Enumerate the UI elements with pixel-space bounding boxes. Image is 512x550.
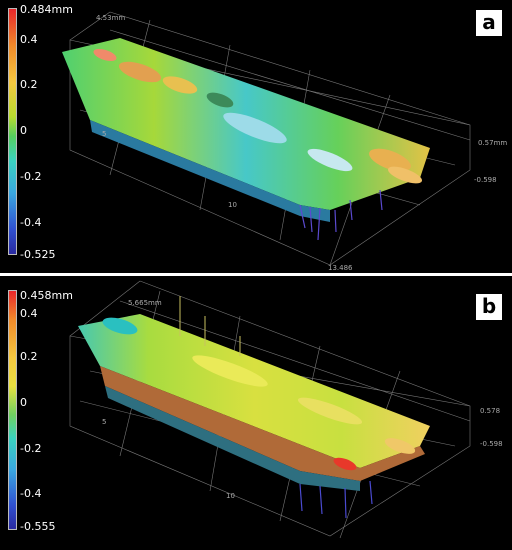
axis-label-right-upper: 0.57mm: [478, 139, 507, 147]
axis-tick-5: 5: [102, 418, 106, 426]
panel-a: 0.484mm 0.4 0.2 0 -0.2 -0.4 -0.525: [0, 0, 512, 273]
axis-tick-10: 10: [226, 492, 235, 500]
surface-body: [78, 296, 430, 519]
scale-tick-label: -0.4: [20, 216, 42, 229]
axis-label-top: 4.53mm: [96, 14, 125, 22]
scale-tick-label: -0.4: [20, 487, 42, 500]
scale-tick-label: 0: [20, 124, 27, 137]
axis-label-right-lower: -0.598: [474, 176, 497, 184]
scale-tick-label: 0.2: [20, 78, 38, 91]
panel-divider: [0, 273, 512, 276]
color-scale-bar: [8, 8, 17, 255]
scale-max-label: 0.458mm: [20, 289, 73, 302]
scale-min-label: -0.555: [20, 520, 56, 533]
scale-tick-label: 0.4: [20, 307, 38, 320]
scale-tick-label: -0.2: [20, 442, 42, 455]
scale-tick-label: 0.2: [20, 350, 38, 363]
scale-tick-label: 0: [20, 396, 27, 409]
surface-body: [62, 38, 430, 241]
panel-b: 0.458mm 0.4 0.2 0 -0.2 -0.4 -0.555: [0, 276, 512, 550]
axis-label-right-upper: 0.578: [480, 407, 500, 415]
axis-label-right-lower: -0.598: [480, 440, 503, 448]
color-scale-bar: [8, 290, 17, 530]
axis-tick-5: 5: [102, 130, 106, 138]
axis-label-top: 5.665mm: [128, 299, 162, 307]
scale-tick-label: 0.4: [20, 33, 38, 46]
panel-label-a: a: [476, 10, 502, 36]
scale-min-label: -0.525: [20, 248, 56, 261]
panel-label-b: b: [476, 294, 502, 320]
axis-tick-10: 10: [228, 201, 237, 209]
surface-scan-a: 4.53mm 5 10 0.57mm -0.598 13.486: [62, 11, 507, 272]
scale-tick-label: -0.2: [20, 170, 42, 183]
surface-scan-b: 5.665mm 5 10 0.578 -0.598: [69, 280, 503, 539]
axis-label-bottom: 13.486: [328, 264, 353, 272]
scale-max-label: 0.484mm: [20, 3, 73, 16]
